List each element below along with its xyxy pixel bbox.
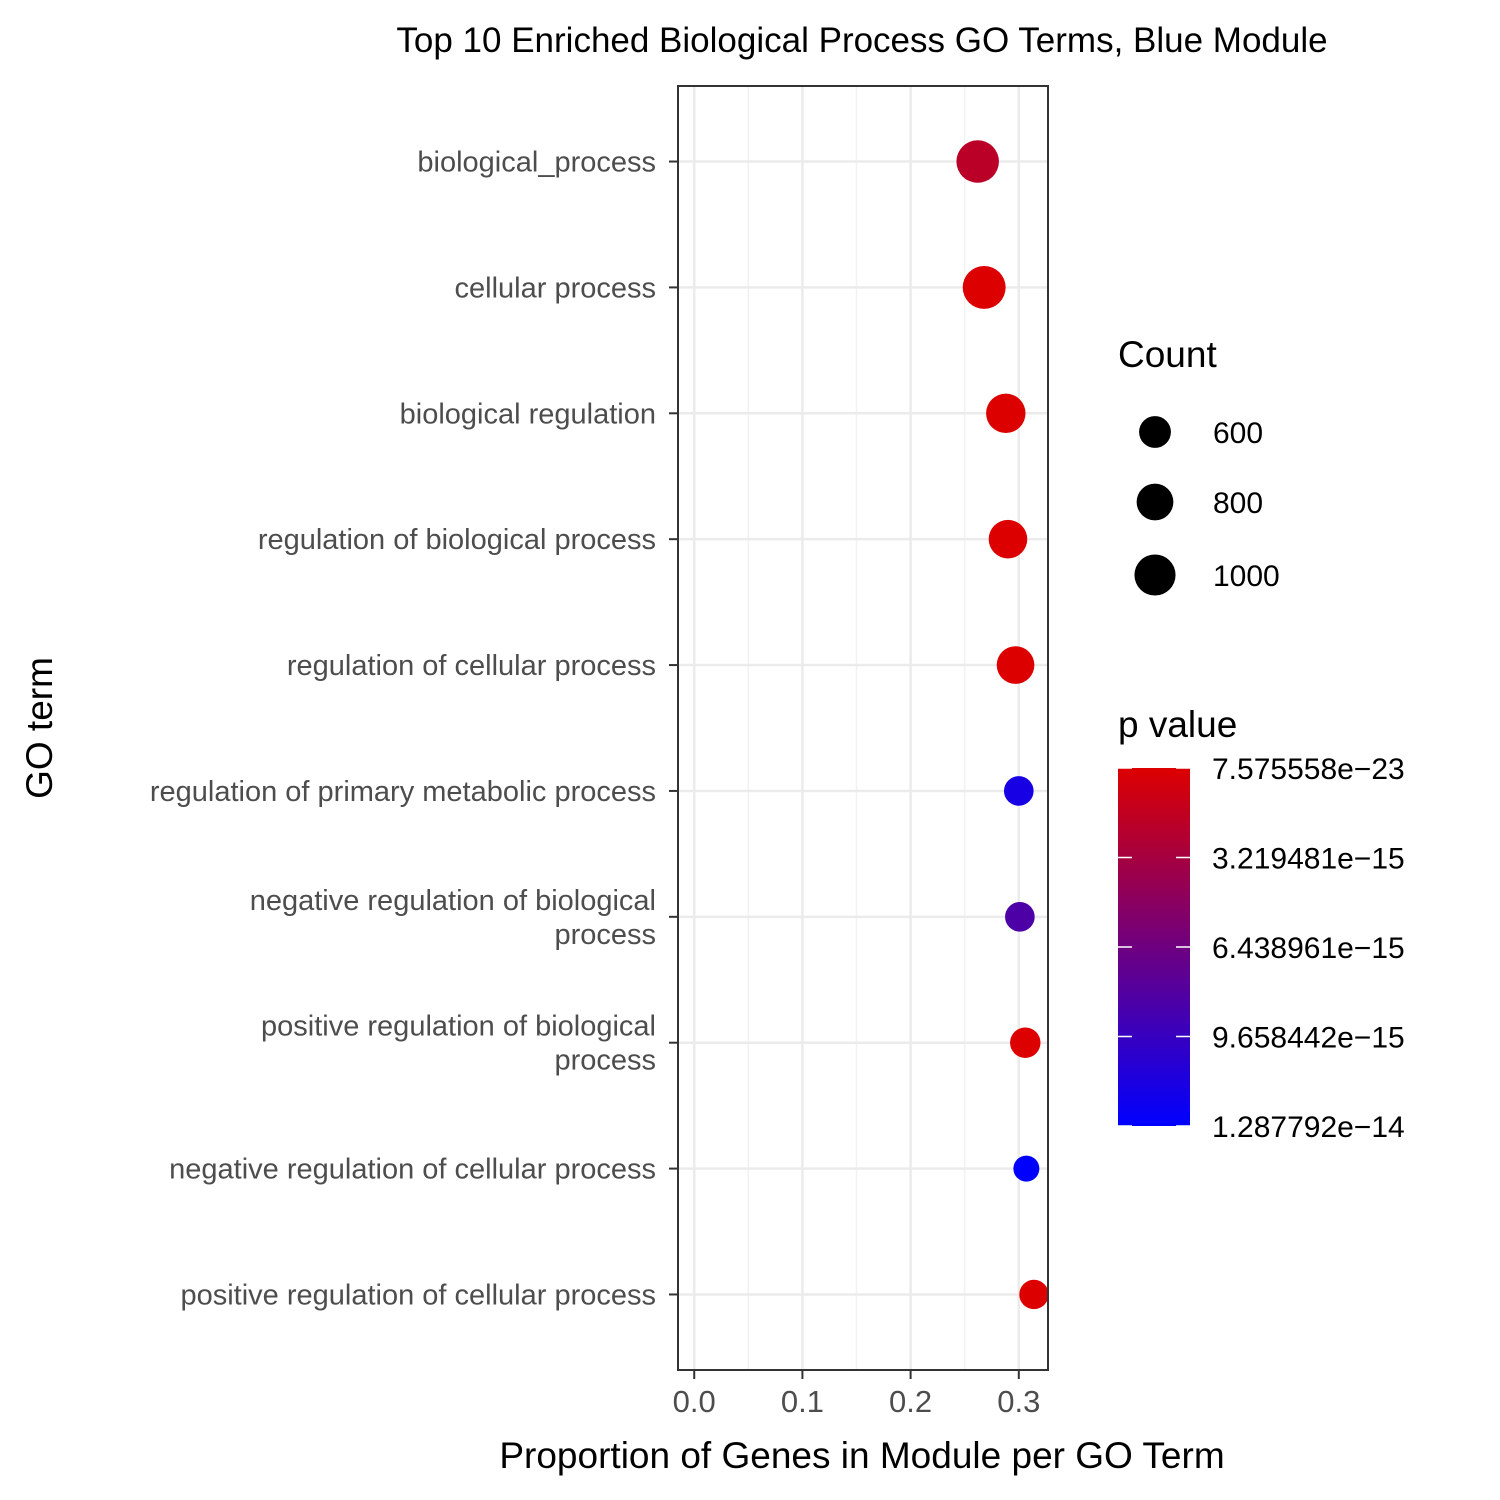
data-point (1003, 776, 1034, 806)
y-tick-label: biological_process (417, 147, 656, 179)
y-tick-label: negative regulation of biological process (250, 885, 656, 951)
p-value-legend-label: 6.438961e−15 (1212, 932, 1405, 965)
y-tick-label: negative regulation of cellular process (169, 1154, 656, 1186)
p-value-legend: p value 7.575558e−23 3.219481e−15 6.438961… (1118, 704, 1405, 1144)
y-tick-label: regulation of biological process (258, 524, 656, 556)
x-axis-ticks: 0.0 0.1 0.2 0.3 (673, 1370, 1040, 1419)
p-value-legend-label: 1.287792e−14 (1212, 1111, 1405, 1144)
count-legend-title: Count (1118, 334, 1217, 375)
y-tick-label: regulation of primary metabolic process (150, 776, 656, 808)
p-value-legend-label: 9.658442e−15 (1212, 1022, 1405, 1055)
y-axis-title: GO term (19, 657, 60, 799)
data-point (1005, 902, 1035, 932)
x-tick-label: 0.3 (997, 1384, 1040, 1419)
x-tick-label: 0.0 (673, 1384, 716, 1419)
data-point (962, 265, 1006, 309)
y-tick-label: positive regulation of cellular process (180, 1279, 656, 1311)
data-point (956, 140, 999, 183)
plot-grid (678, 86, 1048, 1370)
count-legend-key (1139, 416, 1171, 448)
count-legend-label: 1000 (1213, 560, 1280, 593)
y-tick-label: regulation of cellular process (287, 650, 656, 682)
p-value-legend-label: 3.219481e−15 (1212, 843, 1405, 876)
y-tick-label: positive regulation of biological process (261, 1011, 656, 1077)
data-point (996, 646, 1035, 684)
count-legend-label: 800 (1213, 487, 1263, 520)
data-points (956, 140, 1049, 1310)
p-value-legend-label: 7.575558e−23 (1212, 753, 1405, 786)
count-legend-key (1134, 554, 1176, 596)
data-point (986, 393, 1026, 434)
y-tick-label: biological regulation (400, 398, 656, 430)
data-point (1010, 1027, 1041, 1058)
p-value-legend-title: p value (1118, 704, 1237, 745)
data-point (988, 519, 1028, 559)
plot-panel-border (677, 85, 1049, 1371)
x-axis-title: Proportion of Genes in Module per GO Ter… (499, 1435, 1224, 1476)
count-legend-key (1136, 483, 1174, 521)
x-tick-label: 0.1 (781, 1384, 824, 1419)
y-tick-label: cellular process (455, 272, 656, 304)
y-axis-ticks: biological_process cellular process biolog… (150, 147, 678, 1311)
x-tick-label: 0.2 (889, 1384, 932, 1419)
chart-title: Top 10 Enriched Biological Process GO Te… (396, 21, 1327, 60)
data-point (1019, 1279, 1049, 1310)
count-legend: Count 600 800 1000 (1118, 334, 1280, 596)
count-legend-label: 600 (1213, 417, 1263, 450)
data-point (1013, 1155, 1040, 1182)
